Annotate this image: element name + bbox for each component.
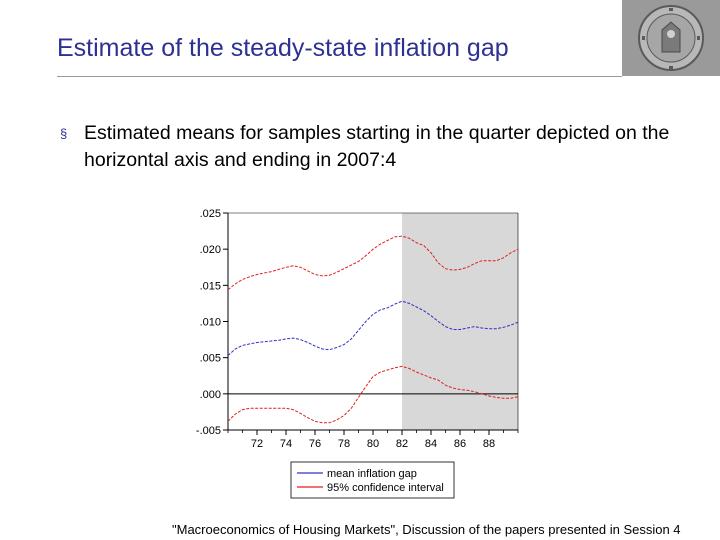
y-tick-label: .015 (200, 280, 221, 292)
x-tick-label: 74 (280, 438, 292, 450)
y-tick-label: .000 (200, 389, 221, 401)
title-divider (57, 76, 622, 77)
y-tick-label: .010 (200, 317, 221, 329)
bullet-marker: § (60, 126, 68, 141)
legend-box (290, 461, 455, 499)
bullet-text: Estimated means for samples starting in … (84, 122, 670, 171)
y-tick-label: -.005 (196, 425, 221, 437)
inflation-gap-chart: -.005 .000 .005 .010 .015 .020 .025 72 74 76 78 80 8… (160, 200, 524, 500)
legend-label: 95% confidence interval (327, 482, 444, 494)
x-tick-label: 76 (309, 438, 321, 450)
slide-title: Estimate of the steady-state inflation g… (57, 34, 509, 62)
y-tick-label: .025 (200, 208, 221, 220)
x-tick-label: 86 (454, 438, 466, 450)
y-tick-label: .005 (200, 353, 221, 365)
x-tick-label: 82 (396, 438, 408, 450)
chart-canvas: -.005 .000 .005 .010 .015 .020 .025 72 74 76 78 80 8… (196, 208, 519, 499)
university-seal-logo (622, 0, 720, 76)
x-tick-label: 88 (483, 438, 495, 450)
x-tick-label: 78 (338, 438, 350, 450)
x-tick-label: 84 (425, 438, 437, 450)
shaded-region (402, 213, 518, 430)
series-line-0 (227, 300, 519, 356)
y-tick-label: .020 (200, 244, 221, 256)
x-tick-label: 72 (251, 438, 263, 450)
x-tick-label: 80 (367, 438, 379, 450)
slide-footer: "Macroeconomics of Housing Markets", Dis… (172, 522, 681, 537)
legend-label: mean inflation gap (327, 468, 417, 480)
series-line-1 (227, 235, 519, 291)
